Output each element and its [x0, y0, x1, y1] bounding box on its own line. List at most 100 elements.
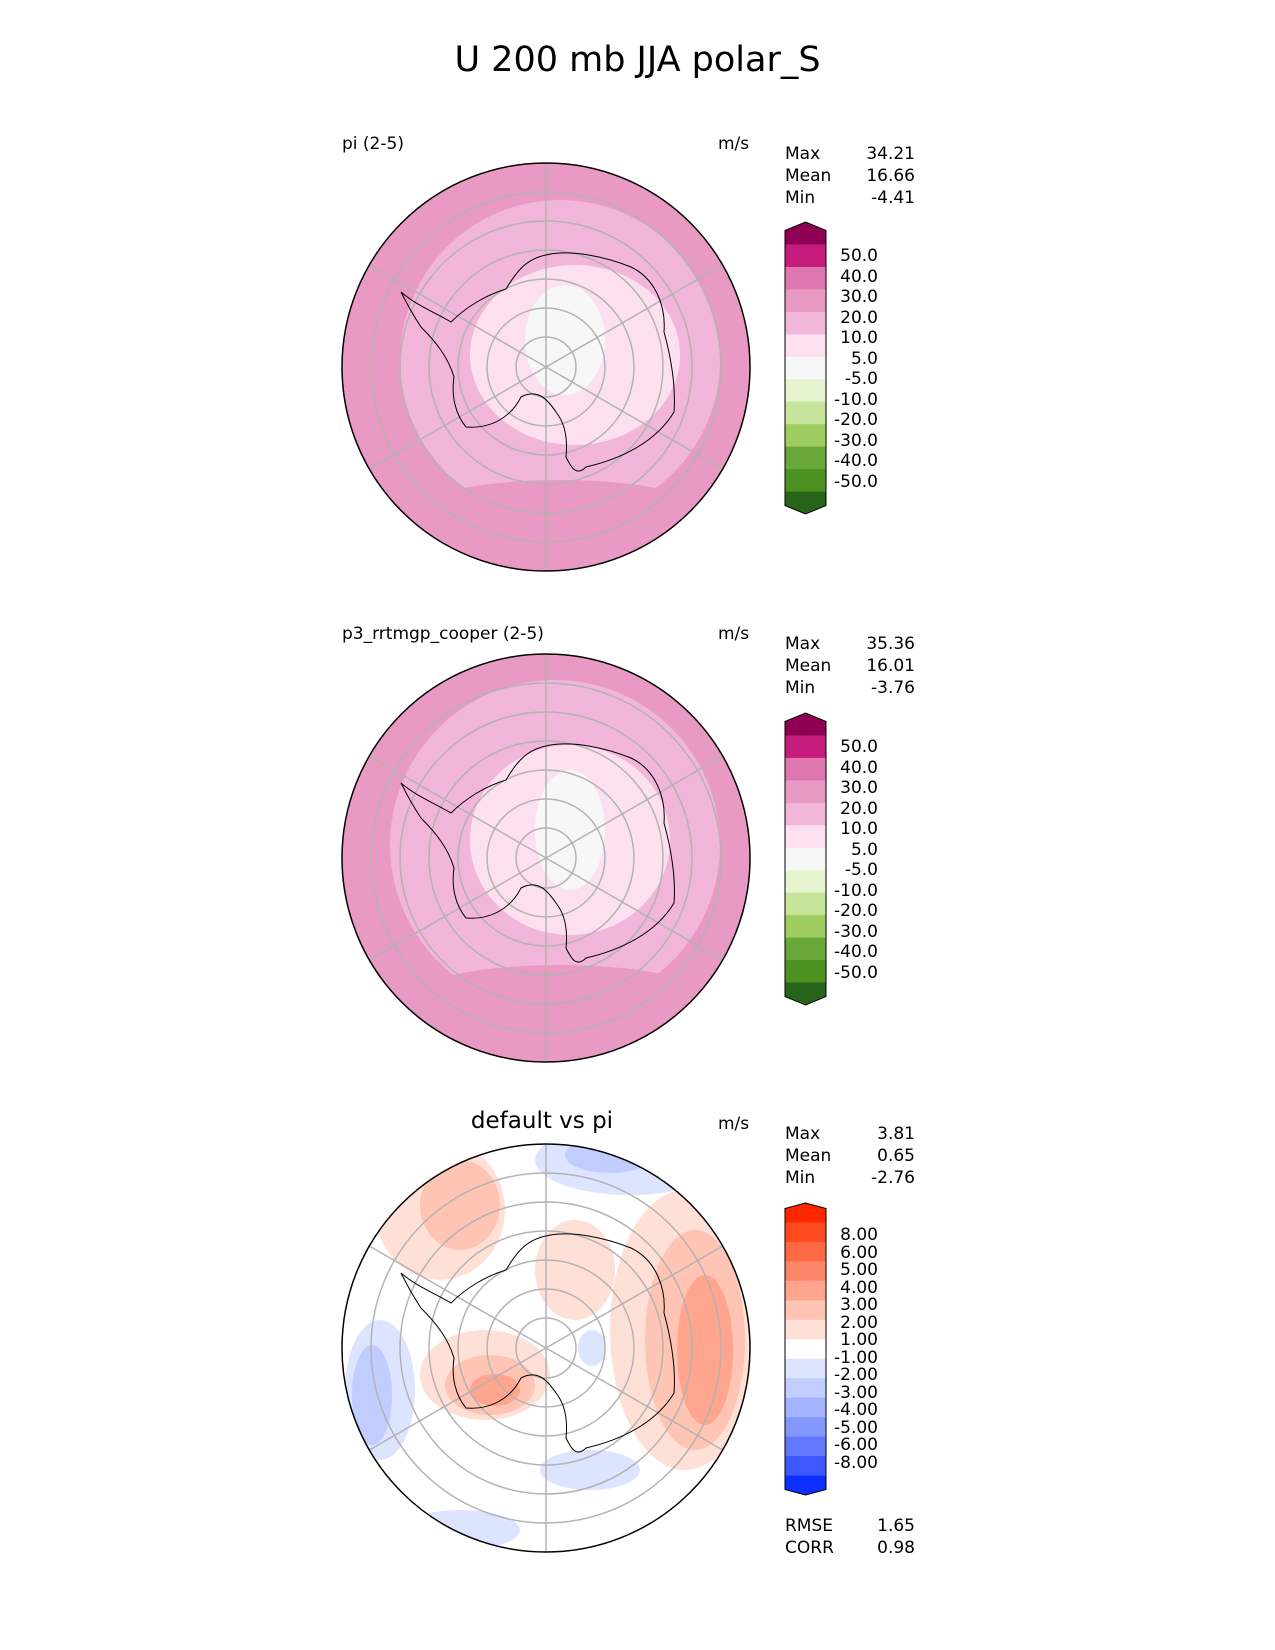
colorbar-outline [784, 221, 827, 515]
diff-neg-1-pole [578, 1330, 606, 1366]
colorbar-segment [785, 1378, 826, 1399]
colorbar-tick: -20.0 [834, 901, 878, 921]
colorbar-tick: 10.0 [840, 328, 878, 348]
panel-3-title: default vs pi [470, 1108, 614, 1134]
diff-pos-3-west [470, 1374, 520, 1406]
colorbar-segment [785, 1397, 826, 1418]
colorbar-segment [785, 334, 826, 358]
colorbar-tick: -4.00 [834, 1400, 878, 1420]
stat-min: Min -4.41 [785, 188, 915, 208]
colorbar-segment [785, 1436, 826, 1457]
colorbar-segment [785, 1203, 826, 1223]
stat-mean: Mean 16.01 [785, 656, 915, 676]
diff-pos-2 [420, 1160, 500, 1250]
stat-rmse: RMSE 1.65 [785, 1516, 915, 1536]
panel-2-label: p3_rrtmgp_cooper (2-5) [342, 624, 544, 644]
colorbar-segment [785, 401, 826, 425]
colorbar-tick: 8.00 [840, 1225, 878, 1245]
diff-neg-2-west [352, 1345, 392, 1445]
colorbar-tick: 2.00 [840, 1313, 878, 1333]
panel-3-footer-stats: RMSE 1.65 CORR 0.98 [785, 1515, 915, 1559]
panel-2-units: m/s [718, 624, 750, 644]
colorbar-segment [785, 424, 826, 448]
stat-max: Max 34.21 [785, 144, 915, 164]
map-boundary [341, 162, 751, 572]
colorbar-tick: 3.00 [840, 1295, 878, 1315]
colorbar-segment [785, 1319, 826, 1340]
stat-min: Min -3.76 [785, 678, 915, 698]
colorbar-tick: 40.0 [840, 267, 878, 287]
colorbar-segment [785, 491, 826, 514]
colorbar-tick: -1.00 [834, 1348, 878, 1368]
diff-pos-1-center [535, 1220, 615, 1320]
stat-mean: Mean 0.65 [785, 1146, 915, 1166]
colorbar-segment [785, 847, 826, 871]
colorbar-tick: 50.0 [840, 737, 878, 757]
colorbar-tick: 40.0 [840, 758, 878, 778]
colorbar-tick: -8.00 [834, 1453, 878, 1473]
colorbar-tick: -50.0 [834, 963, 878, 983]
colorbar-segment [785, 1358, 826, 1379]
colorbar-outline [784, 712, 827, 1006]
colorbar-segment [785, 780, 826, 804]
diff-pos-3-east [677, 1275, 733, 1425]
colorbar-tick: -2.00 [834, 1365, 878, 1385]
colorbar-segment [785, 311, 826, 335]
colorbar-tick: -10.0 [834, 881, 878, 901]
colorbar-segment [785, 713, 826, 736]
colorbar-outline [784, 1202, 827, 1496]
panel-1-colorbar [784, 221, 827, 515]
colorbar-segment [785, 1456, 826, 1477]
colorbar-segment [785, 469, 826, 493]
colorbar-segment [785, 1417, 826, 1438]
colorbar-tick: -40.0 [834, 451, 878, 471]
diff-neg-1-south [540, 1450, 640, 1490]
panel-1-units: m/s [718, 134, 750, 154]
colorbar-tick: 20.0 [840, 308, 878, 328]
colorbar-tick: -6.00 [834, 1435, 878, 1455]
panel-3-units: m/s [718, 1114, 750, 1134]
colorbar-segment [785, 1280, 826, 1301]
colorbar-tick: 30.0 [840, 778, 878, 798]
stat-max: Max 35.36 [785, 634, 915, 654]
colorbar-tick: -3.00 [834, 1383, 878, 1403]
colorbar-segment [785, 960, 826, 984]
panel-2-stats: Max 35.36 Mean 16.01 Min -3.76 [785, 633, 915, 699]
colorbar-tick: -5.0 [844, 860, 878, 880]
colorbar-tick: -20.0 [834, 410, 878, 430]
stat-corr: CORR 0.98 [785, 1538, 915, 1558]
colorbar-segment [785, 735, 826, 759]
colorbar-segment [785, 356, 826, 380]
colorbar-tick: 5.0 [850, 840, 878, 860]
panel-3-map [341, 1143, 751, 1553]
colorbar-segment [785, 892, 826, 916]
colorbar-segment [785, 870, 826, 894]
colorbar-tick: 6.00 [840, 1243, 878, 1263]
colorbar-segment [785, 825, 826, 849]
colorbar-segment [785, 1222, 826, 1243]
colorbar-segment [785, 1339, 826, 1360]
colorbar-tick: -5.00 [834, 1418, 878, 1438]
panel-3-stats: Max 3.81 Mean 0.65 Min -2.76 [785, 1123, 915, 1189]
colorbar-segment [785, 757, 826, 781]
colorbar-segment [785, 289, 826, 313]
colorbar-tick: 1.00 [840, 1330, 878, 1350]
diff-neg-1-north [535, 1144, 725, 1195]
colorbar-segment [785, 379, 826, 403]
colorbar-segment [785, 982, 826, 1005]
diff-neg-1-sw [400, 1510, 520, 1550]
panel-2-colorbar [784, 712, 827, 1006]
stat-max: Max 3.81 [785, 1124, 915, 1144]
colorbar-segment [785, 915, 826, 939]
colorbar-tick: -30.0 [834, 922, 878, 942]
colorbar-tick: 30.0 [840, 287, 878, 307]
field-band-20-south [390, 965, 730, 1055]
colorbar-tick: -30.0 [834, 431, 878, 451]
colorbar-tick: 5.00 [840, 1260, 878, 1280]
colorbar-tick: 4.00 [840, 1278, 878, 1298]
panel-1-label: pi (2-5) [342, 134, 404, 154]
colorbar-tick: -40.0 [834, 942, 878, 962]
colorbar-tick: 20.0 [840, 799, 878, 819]
colorbar-tick: 10.0 [840, 819, 878, 839]
